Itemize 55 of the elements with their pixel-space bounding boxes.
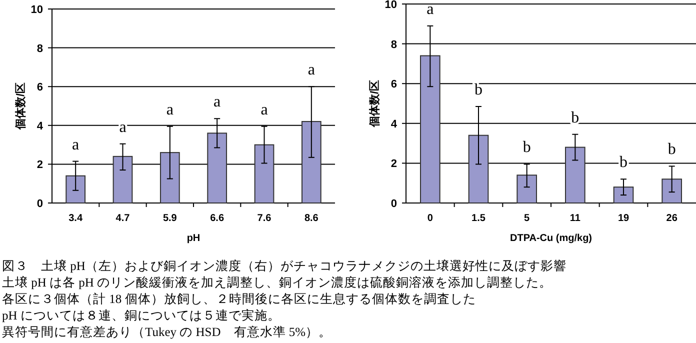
bar bbox=[301, 121, 322, 204]
annotation: a bbox=[72, 136, 80, 154]
x-tick-label: 11 bbox=[570, 213, 581, 224]
bar bbox=[66, 175, 86, 204]
bar bbox=[420, 55, 440, 204]
text: 異符号間に有意差あり（Tukey の HSD 有意水準 5%）。 bbox=[2, 325, 332, 339]
annotation: b bbox=[522, 139, 531, 156]
caption: 図３ 土壌 pH（左）および銅イオン濃度（右）がチャコウラナメクジの土壌選好性に及ぼす影響 bbox=[2, 258, 566, 273]
y-tick-label: 2 bbox=[36, 159, 43, 172]
x-tick-label: 3.4 bbox=[68, 213, 83, 224]
text: 土壌 pH は各 pH のリン酸緩衝液を加え調整し、銅イオン濃度は硫酸銅溶液を添加し調整した。 bbox=[2, 274, 552, 290]
y-tick-label: 8 bbox=[390, 38, 397, 51]
text: pH については８連、銅については５連で実施。 bbox=[2, 308, 280, 322]
y-tick-label: 6 bbox=[36, 82, 43, 94]
x-tick-label: 7.6 bbox=[257, 213, 272, 224]
x-tick-label: 0 bbox=[427, 213, 434, 224]
y-tick-label: 2 bbox=[390, 158, 397, 170]
y-axis-title: 個体数/区 bbox=[14, 82, 27, 131]
x-tick-label: 19 bbox=[618, 213, 630, 224]
x-tick-label: 6.6 bbox=[210, 213, 224, 224]
bar bbox=[516, 174, 537, 204]
bar bbox=[662, 178, 682, 204]
y-axis-title: 個体数/区 bbox=[368, 80, 381, 128]
x-tick-label: 5.9 bbox=[162, 213, 178, 224]
bar bbox=[207, 132, 228, 204]
y-tick-label: 4 bbox=[36, 120, 44, 132]
annotation: a bbox=[260, 101, 268, 118]
annotation: a bbox=[308, 62, 315, 79]
bar bbox=[254, 144, 274, 204]
x-tick-label: 1.5 bbox=[472, 213, 486, 224]
y-tick-label: 10 bbox=[30, 4, 43, 16]
y-tick-label: 8 bbox=[36, 42, 43, 55]
annotation: a bbox=[214, 94, 221, 111]
x-axis-title: pH bbox=[186, 233, 200, 244]
y-tick-label: 0 bbox=[36, 198, 43, 210]
y-tick-label: 10 bbox=[384, 0, 397, 11]
y-tick-label: 6 bbox=[390, 78, 397, 91]
y-tick-label: 0 bbox=[390, 198, 397, 210]
annotation: b bbox=[571, 109, 580, 126]
x-tick-label: 4.7 bbox=[116, 213, 130, 224]
x-tick-label: 8.6 bbox=[304, 213, 319, 224]
text: 各区に３個体（計 18 個体）放飼し、２時間後に各区に生息する個体数を調査した bbox=[2, 292, 476, 306]
y-tick-label: 4 bbox=[390, 118, 398, 130]
bar bbox=[160, 152, 180, 204]
x-axis-title: DTPA-Cu (mg/kg) bbox=[510, 233, 592, 244]
bar bbox=[112, 156, 133, 204]
annotation: a bbox=[426, 0, 434, 18]
bar bbox=[565, 146, 586, 204]
bar bbox=[468, 134, 489, 204]
bar bbox=[613, 186, 634, 204]
x-tick-label: 5 bbox=[524, 213, 530, 224]
annotation: a bbox=[166, 101, 174, 118]
annotation: b bbox=[668, 141, 676, 158]
annotation: b bbox=[474, 81, 482, 98]
x-tick-label: 26 bbox=[666, 213, 678, 224]
